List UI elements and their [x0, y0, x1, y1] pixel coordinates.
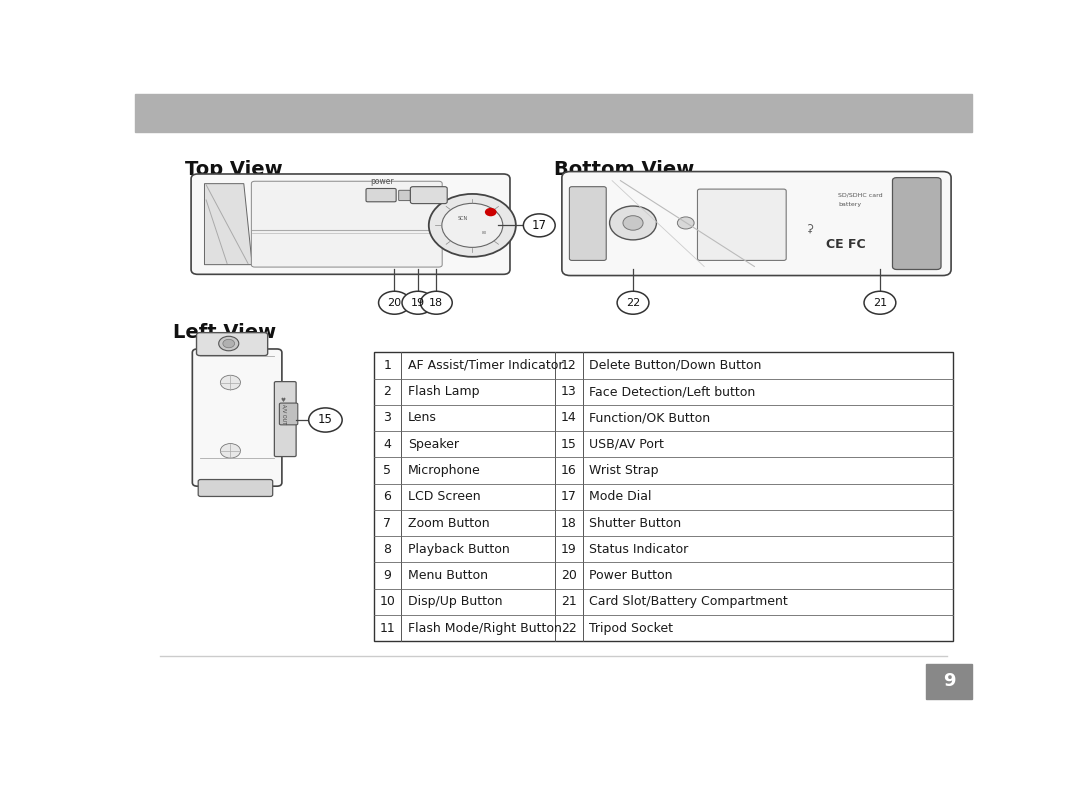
Text: Flash Mode/Right Button: Flash Mode/Right Button — [408, 622, 562, 634]
Circle shape — [309, 408, 342, 432]
Text: 7: 7 — [383, 517, 391, 530]
Text: 17: 17 — [561, 491, 577, 503]
Text: USB/AV Port: USB/AV Port — [590, 438, 664, 451]
Circle shape — [420, 291, 453, 314]
Text: 9: 9 — [383, 569, 391, 582]
Text: Status Indicator: Status Indicator — [590, 542, 689, 556]
Circle shape — [677, 217, 694, 229]
Circle shape — [402, 291, 434, 314]
Text: 8: 8 — [383, 542, 391, 556]
Text: 80: 80 — [482, 231, 487, 235]
Text: battery: battery — [838, 203, 861, 207]
Text: SCN: SCN — [457, 216, 468, 221]
Bar — [374, 352, 953, 641]
Text: Speaker: Speaker — [408, 438, 459, 451]
Text: Disp/Up Button: Disp/Up Button — [408, 595, 502, 608]
Text: 3: 3 — [383, 411, 391, 425]
Text: 16: 16 — [561, 464, 577, 477]
Text: Lens: Lens — [408, 411, 437, 425]
Circle shape — [379, 291, 410, 314]
Text: 1: 1 — [383, 359, 391, 372]
Text: 12: 12 — [561, 359, 577, 372]
Text: CE FC: CE FC — [825, 238, 865, 250]
Bar — [926, 663, 972, 699]
FancyBboxPatch shape — [192, 349, 282, 486]
Circle shape — [609, 206, 657, 240]
Text: power: power — [370, 177, 394, 186]
FancyBboxPatch shape — [569, 187, 606, 261]
Text: Mode Dial: Mode Dial — [590, 491, 652, 503]
Text: Face Detection/Left button: Face Detection/Left button — [590, 385, 756, 398]
Bar — [135, 94, 972, 132]
Text: Bottom View: Bottom View — [554, 160, 693, 179]
Text: 21: 21 — [561, 595, 577, 608]
Text: Playback Button: Playback Button — [408, 542, 510, 556]
FancyBboxPatch shape — [280, 403, 298, 425]
Circle shape — [442, 203, 503, 247]
Circle shape — [864, 291, 895, 314]
Text: Microphone: Microphone — [408, 464, 481, 477]
Text: 19: 19 — [410, 298, 424, 308]
FancyBboxPatch shape — [252, 181, 442, 267]
Text: Zoom Button: Zoom Button — [408, 517, 489, 530]
Text: A/V OUT: A/V OUT — [282, 404, 287, 425]
Circle shape — [429, 194, 516, 257]
Text: ⚳: ⚳ — [805, 224, 813, 233]
Text: Card Slot/Battery Compartment: Card Slot/Battery Compartment — [590, 595, 788, 608]
Circle shape — [623, 216, 643, 230]
Circle shape — [485, 208, 497, 217]
Text: 13: 13 — [561, 385, 577, 398]
FancyBboxPatch shape — [274, 382, 296, 457]
FancyBboxPatch shape — [366, 188, 396, 202]
Text: 15: 15 — [318, 414, 333, 426]
Text: AF Assist/Timer Indicator: AF Assist/Timer Indicator — [408, 359, 564, 372]
Text: 10: 10 — [379, 595, 395, 608]
FancyBboxPatch shape — [698, 189, 786, 261]
Text: Function/OK Button: Function/OK Button — [590, 411, 711, 425]
Circle shape — [524, 214, 555, 237]
Text: LCD Screen: LCD Screen — [408, 491, 481, 503]
Text: 17: 17 — [531, 219, 546, 232]
Text: 4: 4 — [383, 438, 391, 451]
Circle shape — [220, 444, 241, 458]
Text: 22: 22 — [561, 622, 577, 634]
Text: Delete Button/Down Button: Delete Button/Down Button — [590, 359, 761, 372]
Text: 9: 9 — [943, 672, 955, 690]
FancyBboxPatch shape — [562, 172, 951, 276]
Text: 18: 18 — [561, 517, 577, 530]
Text: Power Button: Power Button — [590, 569, 673, 582]
Text: SD/SDHC card: SD/SDHC card — [838, 192, 882, 197]
Text: Shutter Button: Shutter Button — [590, 517, 681, 530]
FancyBboxPatch shape — [191, 174, 510, 274]
Text: 6: 6 — [383, 491, 391, 503]
Text: Wrist Strap: Wrist Strap — [590, 464, 659, 477]
FancyBboxPatch shape — [892, 177, 941, 269]
Circle shape — [218, 336, 239, 351]
Text: 18: 18 — [429, 298, 444, 308]
Text: Flash Lamp: Flash Lamp — [408, 385, 480, 398]
Text: 22: 22 — [626, 298, 640, 308]
Text: 19: 19 — [561, 542, 577, 556]
Text: 21: 21 — [873, 298, 887, 308]
FancyBboxPatch shape — [197, 333, 268, 356]
Text: 5: 5 — [383, 464, 391, 477]
Text: 15: 15 — [561, 438, 577, 451]
Text: 20: 20 — [388, 298, 402, 308]
Text: Left View: Left View — [173, 323, 275, 342]
FancyBboxPatch shape — [399, 190, 410, 201]
Text: 14: 14 — [561, 411, 577, 425]
Circle shape — [220, 375, 241, 390]
Text: 11: 11 — [379, 622, 395, 634]
Text: 2: 2 — [383, 385, 391, 398]
Polygon shape — [204, 184, 253, 265]
FancyBboxPatch shape — [410, 187, 447, 203]
Text: Tripod Socket: Tripod Socket — [590, 622, 673, 634]
Circle shape — [617, 291, 649, 314]
Circle shape — [222, 339, 234, 348]
Text: 20: 20 — [561, 569, 577, 582]
Text: Menu Button: Menu Button — [408, 569, 488, 582]
Text: ♥: ♥ — [281, 398, 285, 403]
FancyBboxPatch shape — [199, 480, 272, 496]
Text: Top View: Top View — [186, 160, 283, 179]
